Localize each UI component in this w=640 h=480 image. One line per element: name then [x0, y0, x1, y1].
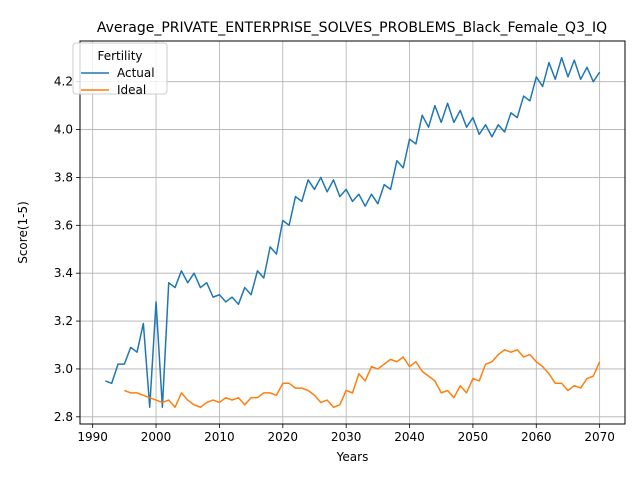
- y-tick-label: 3.8: [54, 170, 73, 184]
- chart-title: Average_PRIVATE_ENTERPRISE_SOLVES_PROBLE…: [97, 20, 607, 36]
- legend: Fertility Actual Ideal: [72, 42, 168, 97]
- x-axis-label: Years: [336, 450, 369, 464]
- y-tick-label: 3.0: [54, 362, 73, 376]
- x-tick-label: 2020: [268, 430, 299, 444]
- plot-frame: [79, 40, 626, 425]
- x-tick-label: 1990: [77, 430, 108, 444]
- legend-items: Actual Ideal: [81, 66, 155, 97]
- y-tick-label: 3.6: [54, 218, 73, 232]
- y-tick-label: 4.2: [54, 75, 73, 89]
- x-tick-label: 2070: [584, 430, 615, 444]
- series-line-ideal: [124, 349, 601, 408]
- legend-box: [72, 42, 168, 95]
- x-tick-label: 2030: [331, 430, 362, 444]
- x-tick-label: 2050: [458, 430, 489, 444]
- legend-label-actual: Actual: [117, 66, 155, 80]
- y-tick-label: 3.4: [54, 266, 73, 280]
- y-tick-label: 2.8: [54, 410, 73, 424]
- x-tick-label: 2060: [521, 430, 552, 444]
- legend-title: Fertility: [97, 49, 142, 63]
- x-tick-label: 2010: [204, 430, 235, 444]
- axis-ticks: 1990 2000 2010 2020 2030 2040 2050 2060 2070 2.8 3…: [54, 75, 615, 444]
- y-tick-label: 3.2: [54, 314, 73, 328]
- legend-label-ideal: Ideal: [117, 83, 146, 97]
- y-tick-label: 4.0: [54, 123, 73, 137]
- series-line-actual: [105, 57, 601, 408]
- series-lines: [105, 57, 601, 408]
- y-axis-label: Score(1-5): [16, 201, 30, 264]
- x-tick-label: 2000: [141, 430, 172, 444]
- x-tick-label: 2040: [394, 430, 425, 444]
- grid-lines: [80, 41, 625, 424]
